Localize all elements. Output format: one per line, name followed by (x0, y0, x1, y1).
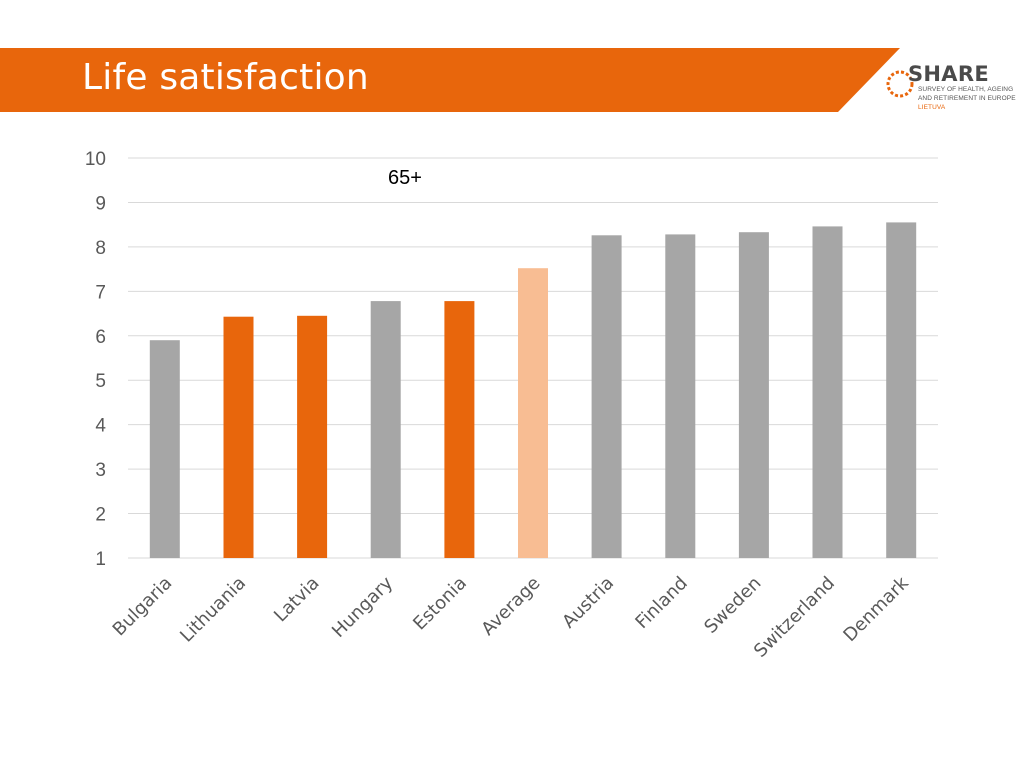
y-tick-label: 9 (95, 193, 106, 214)
logo-subtitle-line1: SURVEY OF HEALTH, AGEING (918, 86, 1014, 93)
bars (149, 222, 917, 559)
logo-circle-icon (886, 70, 914, 98)
grid-lines (128, 157, 938, 559)
bar-latvia (297, 315, 328, 558)
chart-annotation: 65+ (388, 167, 422, 189)
y-tick-label: 5 (95, 371, 106, 392)
x-tick-label: Austria (558, 573, 618, 633)
bar-estonia (444, 301, 475, 558)
x-tick-label: Estonia (409, 573, 471, 635)
x-tick-label: Sweden (700, 573, 765, 638)
y-tick-label: 10 (85, 149, 106, 170)
bar-average (518, 268, 548, 558)
logo-wordmark: SHARE (908, 62, 989, 86)
y-tick-label: 1 (95, 549, 106, 570)
bar-chart: 1 2 3 4 5 6 7 8 9 10 Bulgaria Lithuania Latvia Hunga… (85, 149, 938, 662)
x-tick-label: Denmark (839, 572, 913, 646)
y-tick-label: 7 (95, 282, 106, 303)
logo-subtitle-line2: AND RETIREMENT IN EUROPE (918, 95, 1016, 102)
x-tick-label: Latvia (270, 573, 324, 627)
x-axis-labels: Bulgaria Lithuania Latvia Hungary Estonia Ave… (109, 572, 913, 662)
logo-country: LIETUVA (918, 104, 946, 111)
bar-lithuania (223, 316, 254, 558)
y-tick-label: 3 (95, 460, 106, 481)
banner-shape (0, 48, 900, 112)
x-tick-label: Average (477, 573, 544, 640)
slide-title: Life satisfaction (82, 57, 369, 98)
share-logo: SHARE SURVEY OF HEALTH, AGEING AND RETIR… (884, 56, 1024, 120)
y-tick-label: 2 (95, 505, 106, 526)
y-axis-ticks: 1 2 3 4 5 6 7 8 9 10 (85, 149, 107, 570)
bar-denmark (886, 222, 917, 558)
x-tick-label: Hungary (328, 572, 397, 641)
bar-austria (591, 235, 622, 559)
x-tick-label: Bulgaria (109, 573, 177, 641)
y-tick-label: 8 (95, 238, 106, 259)
bar-finland (665, 234, 696, 558)
bar-switzerland (812, 226, 843, 558)
y-tick-label: 4 (95, 416, 106, 437)
x-tick-label: Lithuania (176, 573, 250, 647)
x-tick-label: Finland (631, 573, 691, 633)
y-tick-label: 6 (95, 327, 106, 348)
bar-hungary (370, 301, 401, 558)
bar-bulgaria (149, 340, 180, 558)
bar-sweden (738, 232, 769, 558)
title-banner (0, 48, 900, 112)
